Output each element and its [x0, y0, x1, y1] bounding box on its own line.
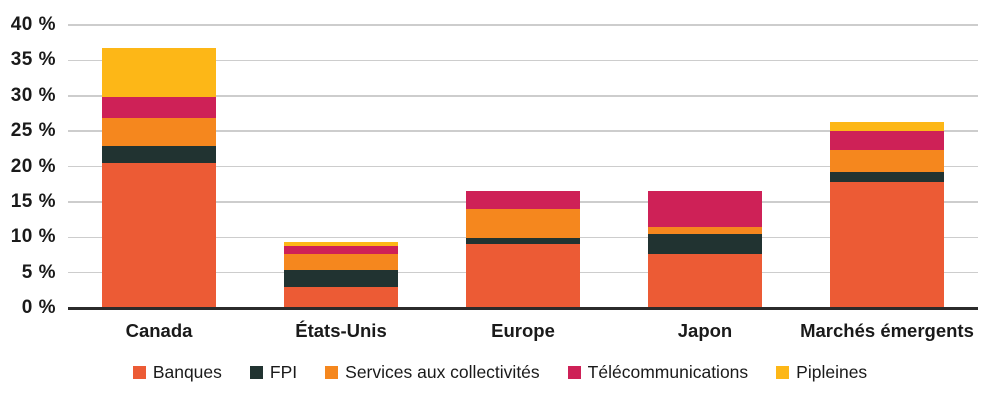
bar-segment: [102, 97, 216, 118]
legend-swatch-icon: [776, 366, 790, 379]
bar-segment: [466, 208, 580, 238]
legend-item: Pipleines: [776, 362, 867, 383]
x-axis-label: Japon: [677, 320, 733, 341]
grid-line: [68, 130, 978, 132]
bar-segment: [284, 242, 398, 247]
legend: Banques FPI Services aux collectivités Télé…: [0, 362, 1000, 383]
y-axis-tick-label: 35 %: [10, 49, 56, 71]
stacked-bar: [466, 191, 580, 308]
y-axis-tick-label: 10 %: [10, 226, 56, 248]
x-axis-baseline: [68, 307, 978, 310]
bar-segment: [648, 234, 762, 254]
bar-slot-4: [614, 0, 796, 308]
x-axis-label: Europe: [491, 320, 555, 341]
legend-item: Télécommunications: [567, 362, 749, 383]
bar-segment: [648, 226, 762, 235]
bar-segment: [102, 48, 216, 98]
bar-segment: [830, 182, 944, 308]
y-axis-tick-label: 15 %: [10, 190, 56, 212]
bar-segment: [102, 146, 216, 163]
legend-swatch-icon: [567, 366, 581, 379]
grid-line: [68, 59, 978, 62]
legend-item: Banques: [132, 362, 222, 383]
bar-segment: [830, 172, 944, 183]
bar-segment: [102, 117, 216, 146]
y-axis-tick-label: 30 %: [10, 84, 56, 106]
legend-swatch-icon: [249, 366, 263, 379]
legend-label: FPI: [269, 362, 298, 382]
legend-label: Services aux collectivités: [345, 362, 540, 382]
bar-segment: [284, 246, 398, 254]
bar-segment: [284, 269, 398, 287]
x-axis-label: Marchés émergents: [800, 320, 974, 341]
legend-swatch-icon: [132, 366, 146, 379]
y-axis-tick-label: 25 %: [10, 120, 56, 142]
x-axis-label: États-Unis: [295, 320, 387, 341]
legend-item: Services aux collectivités: [325, 362, 540, 383]
bar-segment: [284, 253, 398, 270]
grid-line: [68, 165, 978, 168]
legend-label: Télécommunications: [587, 362, 749, 382]
stacked-bar: [830, 122, 944, 308]
y-axis-tick-label: 0 %: [21, 297, 56, 318]
legend-label: Pipleines: [796, 362, 868, 382]
bar-slot-5: [796, 0, 978, 308]
bar-segment: [830, 131, 944, 151]
bar-segment: [830, 150, 944, 173]
legend-item: FPI: [249, 362, 298, 383]
grid-line: [68, 95, 978, 97]
bar-segment: [830, 122, 944, 132]
x-axis-labels: Canada États-Unis Europe Japon Marchés émerg…: [68, 320, 978, 342]
bar-segment: [102, 163, 216, 308]
y-axis-tick-label: 20 %: [10, 155, 56, 177]
x-axis-label: Canada: [125, 320, 193, 341]
bar-slot-1: [68, 0, 250, 308]
bar-segment: [466, 244, 580, 308]
stacked-bar: [284, 242, 398, 308]
bar-segment: [648, 191, 762, 227]
y-axis-tick-label: 40 %: [10, 14, 56, 35]
bar-segment: [466, 237, 580, 245]
stacked-bar: [648, 191, 762, 308]
stacked-bar: [102, 48, 216, 308]
bar-segment: [648, 253, 762, 308]
bar-segment: [284, 286, 398, 308]
y-axis-tick-label: 5 %: [21, 261, 56, 283]
grid-line: [68, 24, 978, 26]
bar-segment: [466, 191, 580, 209]
legend-label: Banques: [152, 362, 222, 382]
bar-slot-3: [432, 0, 614, 308]
legend-swatch-icon: [325, 366, 339, 379]
plot-area: [68, 0, 978, 308]
bar-slot-2: [250, 0, 432, 308]
